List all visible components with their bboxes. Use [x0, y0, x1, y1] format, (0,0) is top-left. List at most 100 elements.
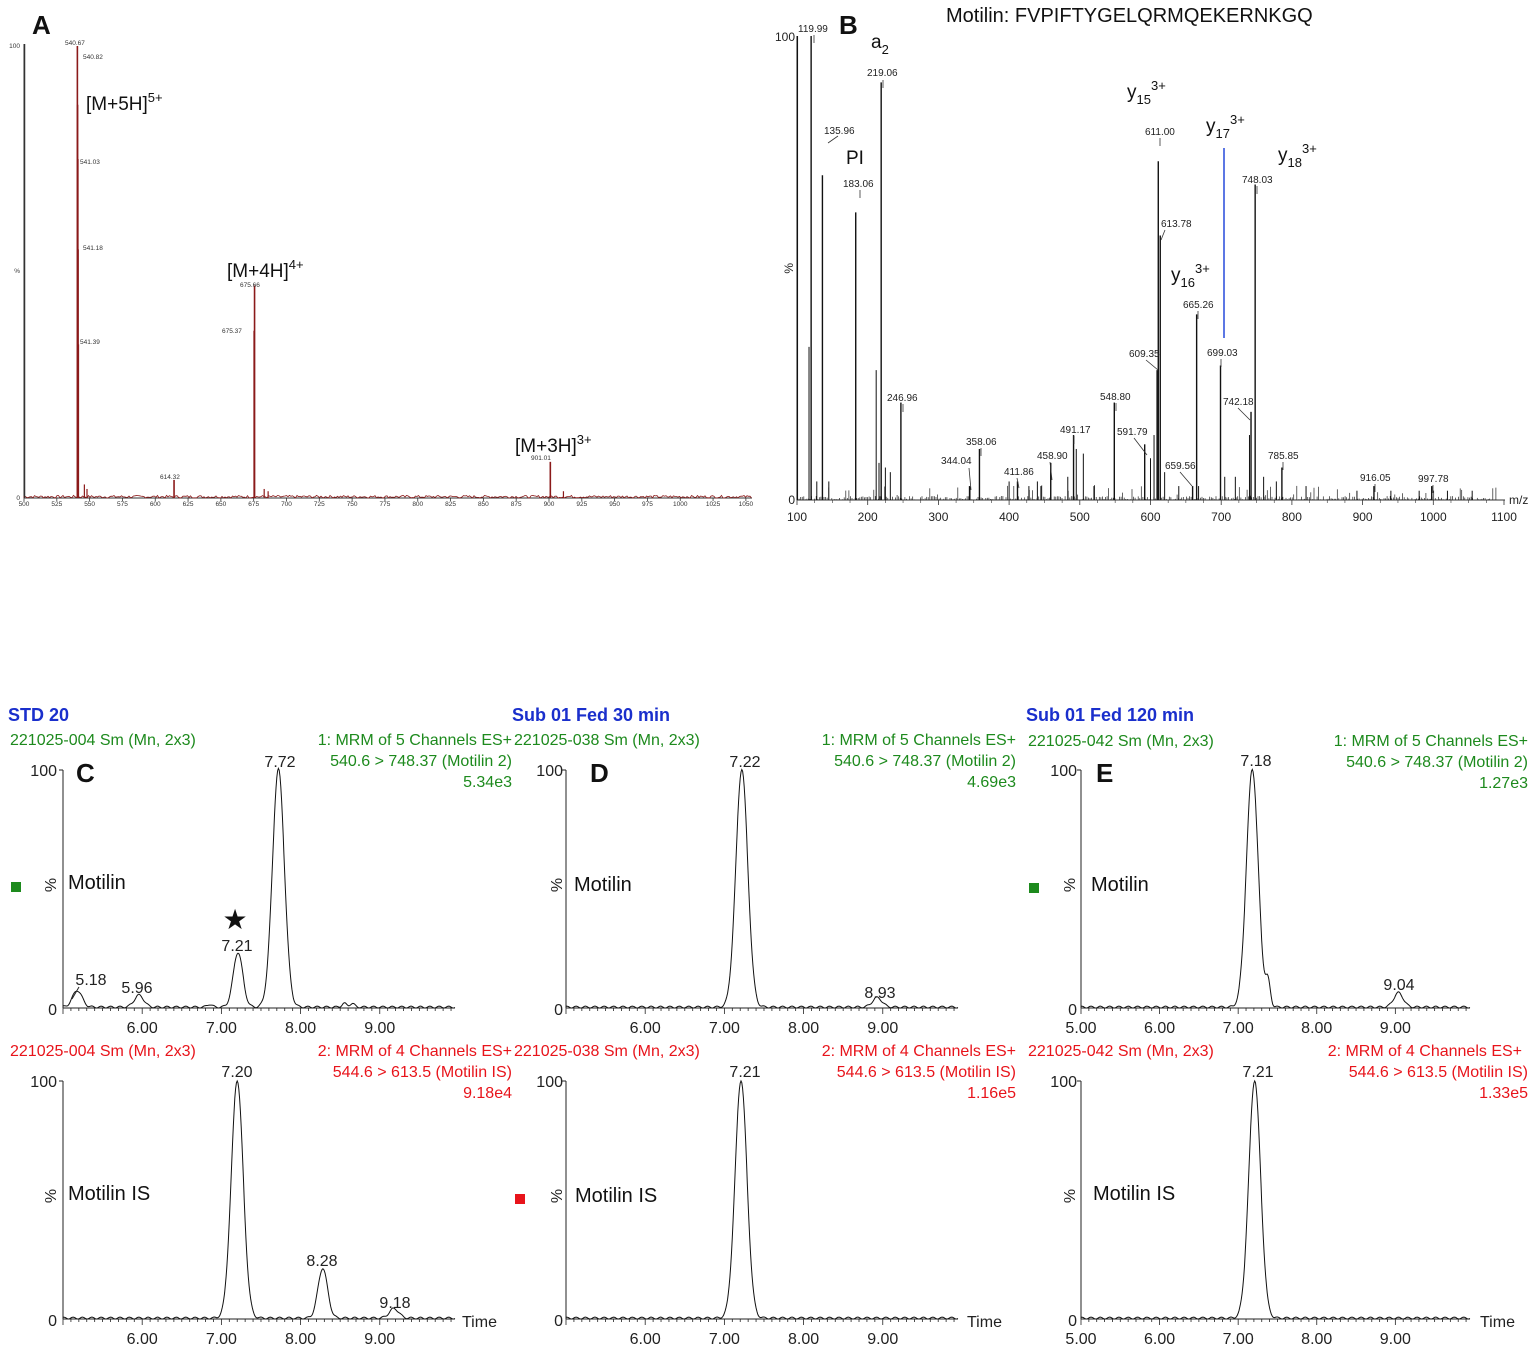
a-x-tick-label: 525 [51, 501, 62, 508]
e-top-y-pct: % [1062, 878, 1079, 892]
b-x-tick-label: 300 [928, 510, 948, 524]
b-peak-label-358-06: 358.06 [966, 437, 997, 448]
b-x-tick-label: 200 [858, 510, 878, 524]
c-bot-sample: 221025-004 Sm (Mn, 2x3) [10, 1043, 196, 1060]
e-top-intensity: 1.27e3 [1479, 775, 1528, 792]
e-top-compound: Motilin [1091, 874, 1149, 896]
e-bot-y-100: 100 [1050, 1074, 1077, 1091]
a-x-tick-label: 850 [478, 501, 489, 508]
fragment-label-y16: y163+ [1171, 261, 1210, 290]
c-top-sample: 221025-004 Sm (Mn, 2x3) [10, 732, 196, 749]
e-top-peak-9-04: 9.04 [1383, 977, 1414, 994]
panel-a-y-tick-pct: % [14, 268, 20, 275]
panel-letter-c: C [76, 758, 95, 788]
a-peak-label-540-82: 540.82 [83, 54, 103, 61]
a-x-tick-label: 750 [347, 501, 358, 508]
fragment-label-pi: PI [846, 148, 864, 169]
b-peak-label-613-78: 613.78 [1161, 219, 1192, 230]
c-top-peak-5-96: 5.96 [121, 980, 152, 997]
d-top-sample: 221025-038 Sm (Mn, 2x3) [514, 732, 700, 749]
d-bot-channel-2: 544.6 > 613.5 (Motilin IS) [837, 1064, 1016, 1081]
c-bot-peak-8-28: 8.28 [306, 1253, 337, 1270]
d-top-channel-1: 1: MRM of 5 Channels ES+ [822, 732, 1016, 749]
a-x-tick-label: 650 [215, 501, 226, 508]
e-top-channel-1: 1: MRM of 5 Channels ES+ [1334, 733, 1528, 750]
c-bot-channel-1: 2: MRM of 4 Channels ES+ [318, 1043, 512, 1060]
ion-label-m3h: [M+3H]3+ [515, 432, 592, 457]
b-peak-label-659-56: 659.56 [1165, 461, 1196, 472]
a-x-tick-label: 725 [314, 501, 325, 508]
panel-a: A 100 % 0 500 525 550 575 600 625 650 675 700 725… [9, 10, 753, 508]
c-bot-chromatogram: 6.00 7.00 8.00 9.00 [59, 1079, 456, 1348]
c-bot-x-tick-label: 9.00 [364, 1331, 395, 1348]
d-bot-trace [565, 1079, 959, 1320]
c-top-x-tick-label: 9.00 [364, 1020, 395, 1037]
b-peak-label-246-96: 246.96 [887, 393, 918, 404]
panel-letter-a: A [32, 10, 51, 40]
e-top-x-tick-label: 6.00 [1144, 1020, 1175, 1037]
d-bot-intensity: 1.16e5 [967, 1085, 1016, 1102]
c-bot-trace [62, 1079, 456, 1320]
panel-b-y-tick-0: 0 [788, 493, 795, 507]
a-peak-label-675-66: 675.66 [240, 282, 260, 289]
e-bot-y-0: 0 [1068, 1313, 1077, 1330]
d-bot-x-tick-label: 7.00 [709, 1331, 740, 1348]
a-peak-label-540-67: 540.67 [65, 40, 85, 47]
b-peak-label-135-96: 135.96 [824, 126, 855, 137]
e-bot-peak-7-21: 7.21 [1242, 1064, 1273, 1081]
d-bot-x-tick-label: 8.00 [788, 1331, 819, 1348]
a-x-tick-label: 550 [84, 501, 95, 508]
b-peak-label-183-06: 183.06 [843, 179, 874, 190]
a-x-tick-label: 1000 [673, 501, 688, 508]
d-top-intensity: 4.69e3 [967, 774, 1016, 791]
e-bot-x-tick-label: 8.00 [1301, 1331, 1332, 1348]
c-bot-channel-2: 544.6 > 613.5 (Motilin IS) [333, 1064, 512, 1081]
panel-letter-d: D [590, 758, 609, 788]
d-top-peak-8-93: 8.93 [864, 985, 895, 1002]
e-top-y-100: 100 [1050, 763, 1077, 780]
panel-a-y-tick-0: 0 [16, 495, 20, 502]
c-bot-x-tick-label: 7.00 [206, 1331, 237, 1348]
a-peak-label-541-03: 541.03 [80, 159, 100, 166]
b-peak-label-491-17: 491.17 [1060, 425, 1091, 436]
e-bot-chromatogram: 5.00 6.00 7.00 8.00 9.00 [1065, 1079, 1471, 1348]
c-bot-compound: Motilin IS [68, 1183, 150, 1205]
c-top-marker [11, 882, 21, 892]
b-peak-label-591-79: 591.79 [1117, 427, 1148, 438]
b-peak-label-665-26: 665.26 [1183, 300, 1214, 311]
b-x-tick-label: 1000 [1420, 510, 1447, 524]
d-top-peak-7-22: 7.22 [729, 754, 760, 771]
b-x-tick-label: 600 [1140, 510, 1160, 524]
e-top-x-tick-label: 9.00 [1380, 1020, 1411, 1037]
d-top-trace [565, 768, 959, 1009]
b-peak-label-411-86: 411.86 [1004, 467, 1034, 478]
e-bot-channel-1: 2: MRM of 4 Channels ES+ [1328, 1043, 1522, 1060]
d-bot-peak-7-21: 7.21 [729, 1064, 760, 1081]
d-bot-compound: Motilin IS [575, 1185, 657, 1207]
c-top-trace [62, 766, 456, 1009]
b-leader-line [1179, 471, 1193, 487]
c-top-x-tick-label: 8.00 [285, 1020, 316, 1037]
panel-b: B Motilin: FVPIFTYGELQRMQEKERNKGQ 100 % … [775, 5, 1528, 524]
header-title-c: STD 20 [8, 705, 69, 725]
chromatogram-headers: STD 20 Sub 01 Fed 30 min Sub 01 Fed 120 … [8, 705, 1194, 725]
c-bot-y-100: 100 [30, 1074, 57, 1091]
b-peak-label-119-99: 119.99 [798, 24, 828, 35]
star-icon: ★ [222, 904, 247, 935]
panel-a-y-tick-100: 100 [9, 43, 20, 50]
fragment-label-y17: y173+ [1206, 112, 1245, 141]
a-x-tick-label: 700 [281, 501, 292, 508]
d-top-y-100: 100 [536, 763, 563, 780]
e-bot-intensity: 1.33e5 [1479, 1085, 1528, 1102]
e-bot-trace [1080, 1079, 1471, 1320]
panel-letter-b: B [839, 10, 858, 40]
a-x-tick-label: 1025 [706, 501, 721, 508]
c-top-chromatogram: 6.00 7.00 8.00 9.00 [59, 766, 456, 1037]
fragment-label-a2: a2 [871, 32, 889, 57]
a-baseline-noise [23, 494, 752, 499]
c-bot-intensity: 9.18e4 [463, 1085, 512, 1102]
b-x-tick-label: 700 [1211, 510, 1231, 524]
c-top-peak-7-72: 7.72 [264, 754, 295, 771]
a-x-tick-label: 825 [445, 501, 456, 508]
a-x-tick-label: 1050 [739, 501, 754, 508]
